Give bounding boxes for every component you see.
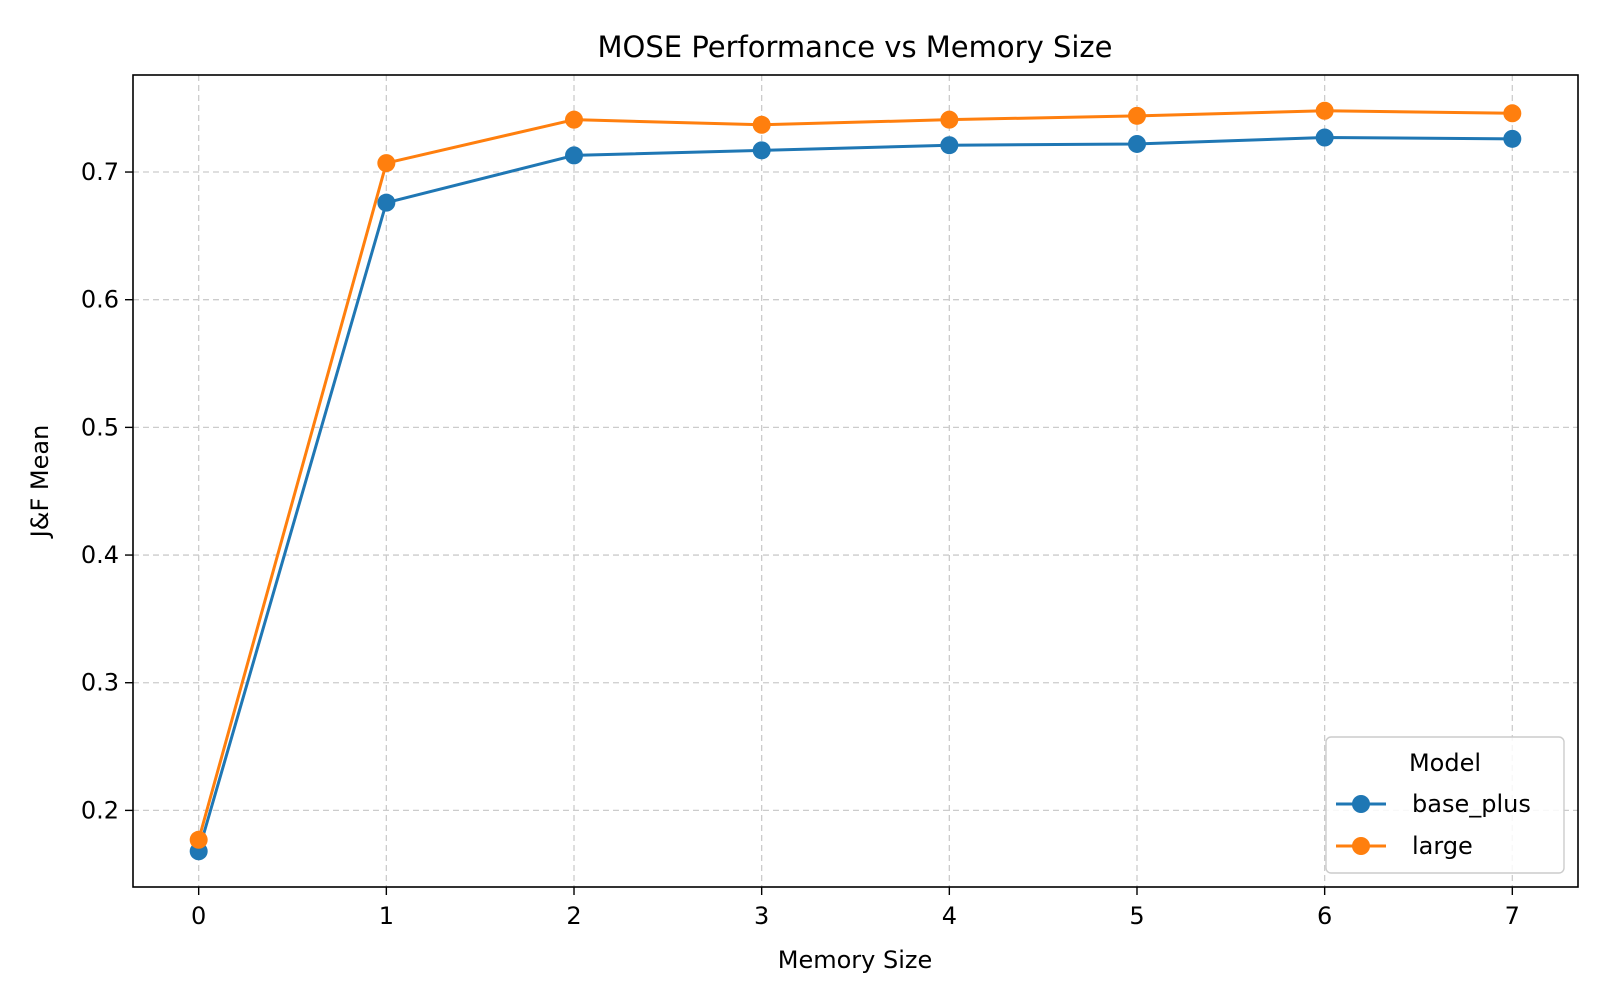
x-tick-label: 0 xyxy=(191,902,206,930)
y-axis-title: J&F Mean xyxy=(26,425,54,540)
legend-swatch-marker xyxy=(1352,837,1370,855)
legend-box xyxy=(1325,736,1565,874)
data-point-base_plus xyxy=(1503,129,1522,148)
data-point-base_plus xyxy=(1315,128,1334,147)
y-tick-label: 0.7 xyxy=(81,158,119,186)
y-tick-label: 0.2 xyxy=(81,796,119,824)
x-tick-label: 4 xyxy=(942,902,957,930)
data-point-base_plus xyxy=(940,136,959,155)
x-tick-label: 5 xyxy=(1129,902,1144,930)
data-point-large xyxy=(752,115,771,134)
x-tick-label: 7 xyxy=(1505,902,1520,930)
x-tick-label: 3 xyxy=(754,902,769,930)
series-large xyxy=(189,101,1522,849)
data-point-large xyxy=(189,830,208,849)
data-point-base_plus xyxy=(1127,134,1146,153)
data-point-large xyxy=(1315,101,1334,120)
data-point-large xyxy=(940,110,959,129)
data-point-base_plus xyxy=(565,146,584,165)
x-tick-label: 1 xyxy=(379,902,394,930)
legend-label-large: large xyxy=(1412,832,1473,860)
x-axis-ticks: 0 1 2 3 4 5 6 7 xyxy=(191,887,1520,930)
y-tick-label: 0.4 xyxy=(81,541,119,569)
data-point-large xyxy=(377,154,396,173)
x-axis-title: Memory Size xyxy=(778,946,933,974)
y-tick-label: 0.5 xyxy=(81,413,119,441)
x-tick-label: 6 xyxy=(1317,902,1332,930)
chart-title: MOSE Performance vs Memory Size xyxy=(598,30,1113,64)
legend-title: Model xyxy=(1409,749,1481,777)
series-line-base_plus xyxy=(197,136,1513,852)
data-point-base_plus xyxy=(752,141,771,160)
data-point-base_plus xyxy=(377,193,396,212)
legend-swatch-marker xyxy=(1352,795,1370,813)
y-tick-label: 0.3 xyxy=(81,669,119,697)
legend-label-base_plus: base_plus xyxy=(1412,790,1531,818)
x-tick-label: 2 xyxy=(566,902,581,930)
data-point-large xyxy=(565,110,584,129)
data-point-large xyxy=(1127,106,1146,125)
y-axis-ticks: 0.2 0.3 0.4 0.5 0.6 0.7 xyxy=(81,158,133,824)
plot-area-frame xyxy=(132,74,1579,888)
series-base_plus xyxy=(189,128,1522,861)
y-tick-label: 0.6 xyxy=(81,286,119,314)
series-line-large xyxy=(197,109,1513,841)
series-layer xyxy=(189,101,1522,861)
data-point-large xyxy=(1503,104,1522,123)
